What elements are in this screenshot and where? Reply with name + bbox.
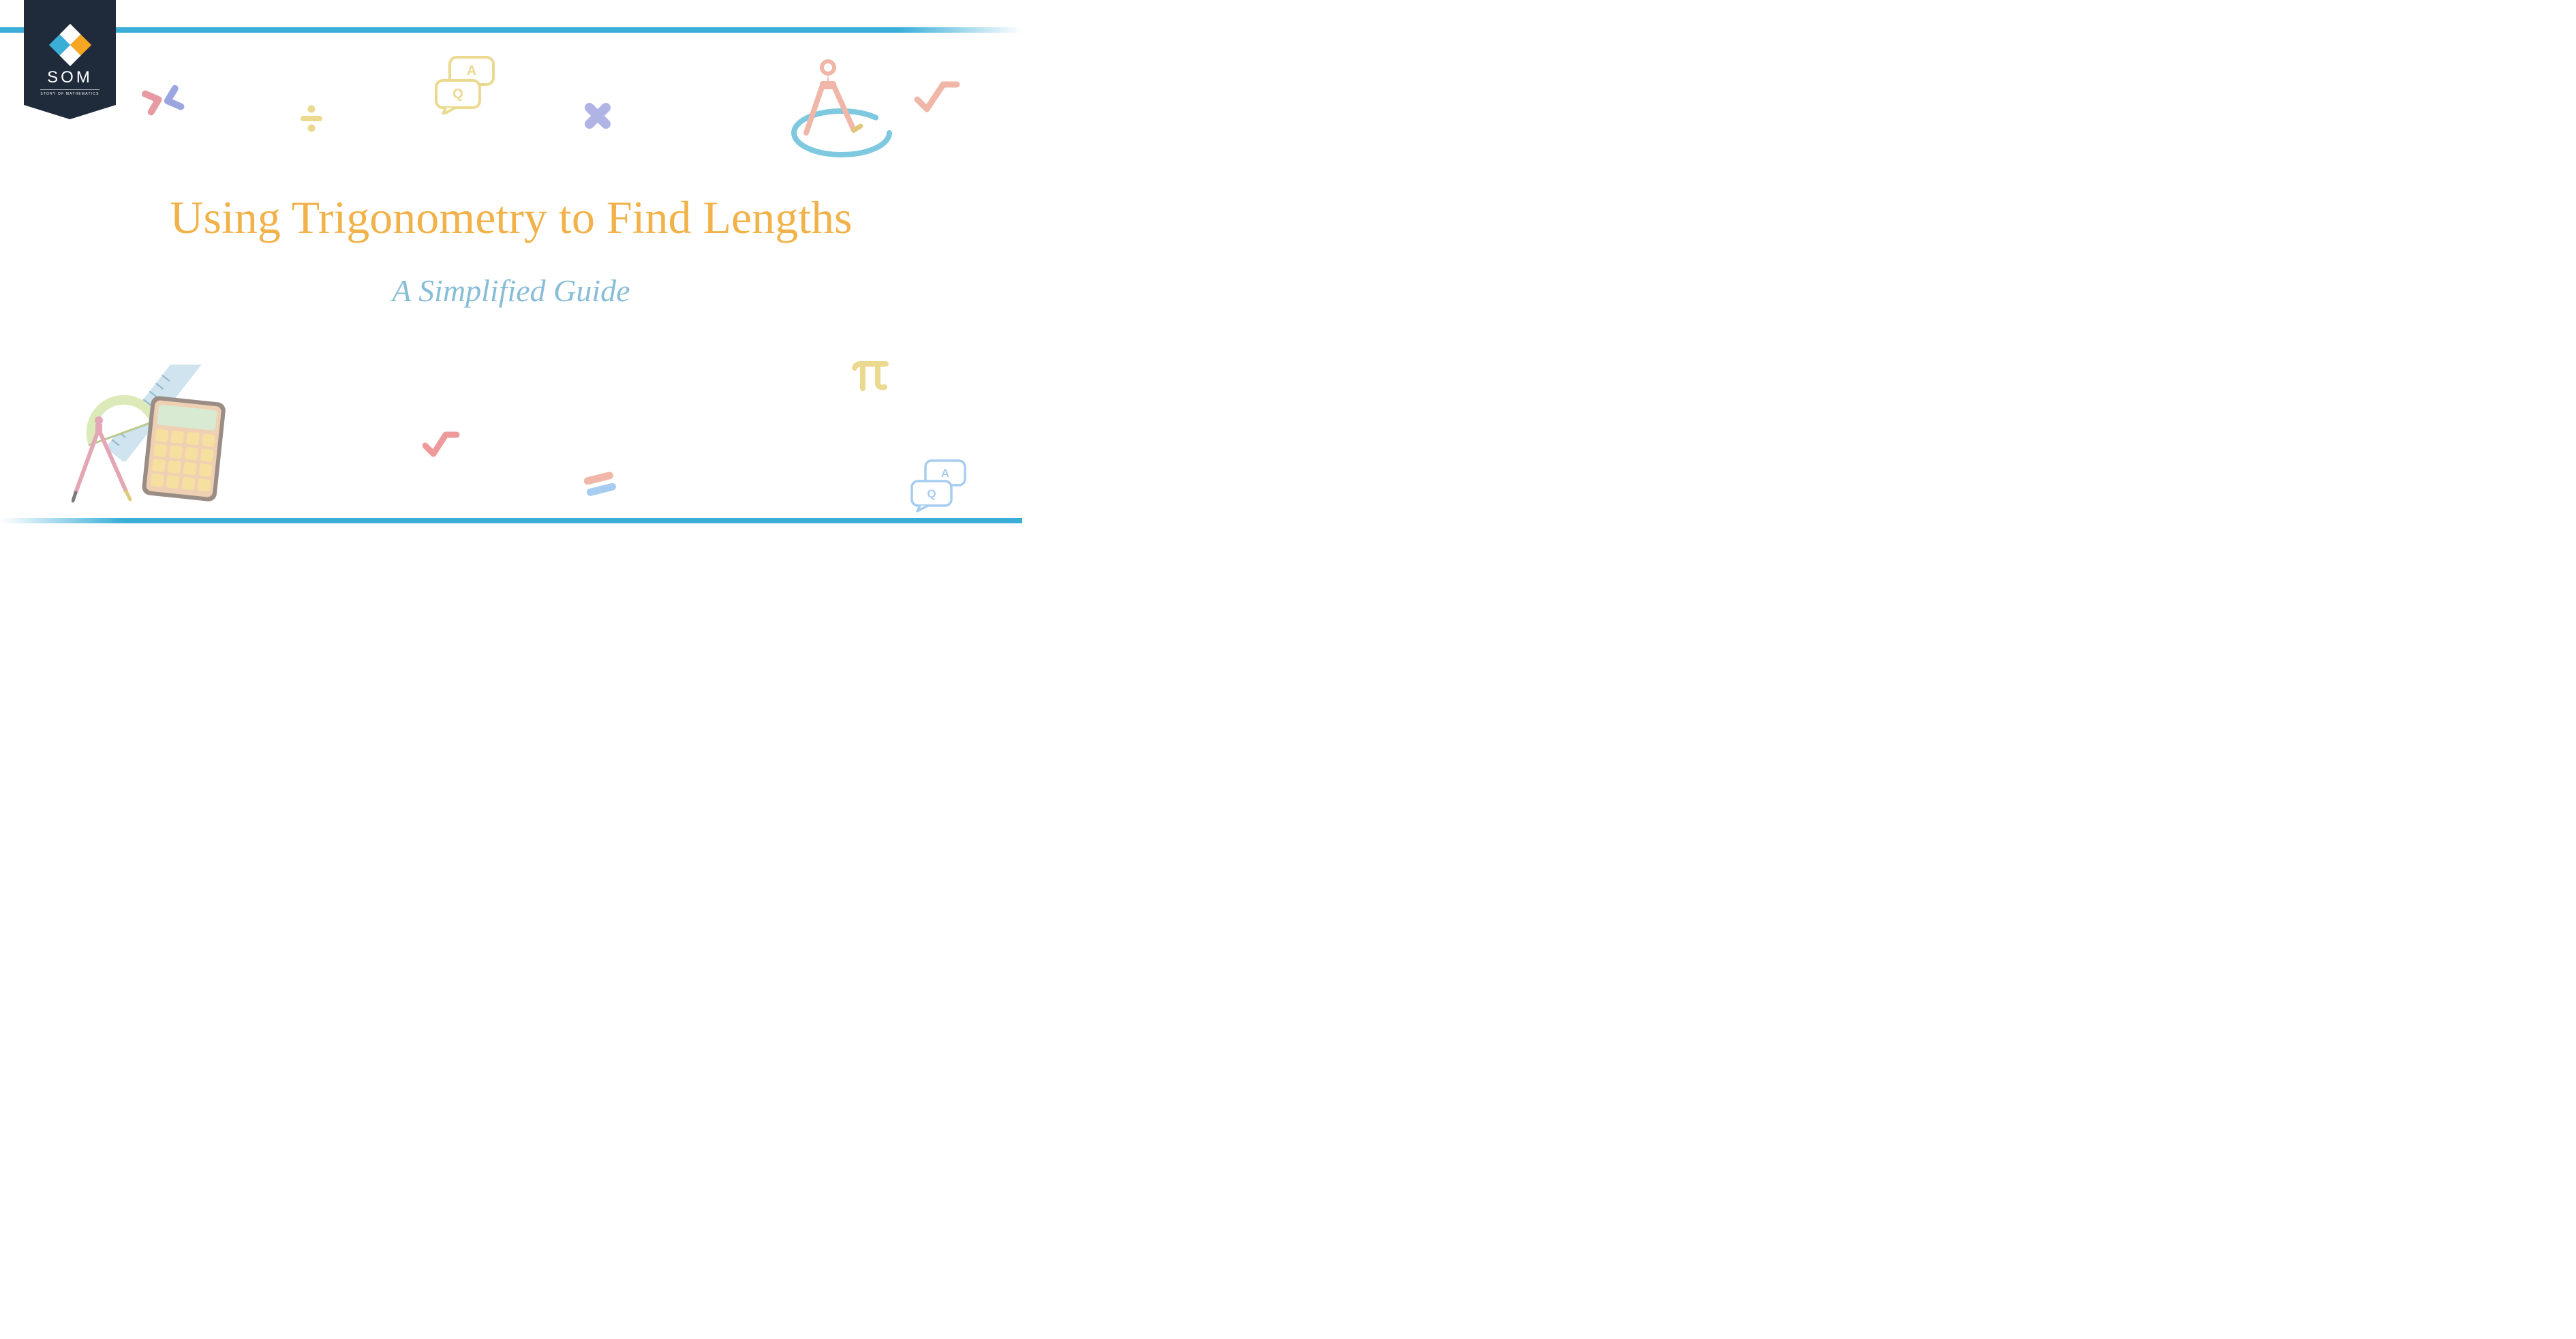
- compass-ellipse-icon: [773, 58, 896, 164]
- sqrt-icon: [913, 79, 961, 117]
- svg-text:A: A: [941, 467, 949, 480]
- math-tools-icon: [72, 365, 235, 511]
- svg-text:Q: Q: [453, 87, 463, 102]
- site-logo-subtitle: STORY OF MATHEMATICS: [40, 89, 99, 96]
- site-logo-icon: [48, 24, 91, 66]
- site-logo-title: SOM: [47, 68, 93, 87]
- chevrons-icon: [138, 78, 189, 126]
- svg-text:Q: Q: [927, 487, 936, 500]
- site-logo-badge: SOM STORY OF MATHEMATICS: [24, 0, 116, 119]
- multiply-icon: [583, 101, 613, 134]
- page-subtitle: A Simplified Guide: [0, 273, 1022, 309]
- qa-bubbles-icon: A Q: [429, 53, 504, 118]
- pi-icon: [852, 361, 889, 395]
- svg-text:A: A: [467, 63, 476, 78]
- divide-icon: [296, 104, 326, 137]
- qa-bubbles-bottom-icon: A Q: [906, 458, 975, 516]
- border-bottom: [0, 518, 1022, 523]
- sqrt-small-icon: [423, 429, 461, 461]
- equals-icon: [580, 467, 621, 503]
- border-top: [0, 27, 1022, 33]
- page-title: Using Trigonometry to Find Lengths: [0, 191, 1022, 245]
